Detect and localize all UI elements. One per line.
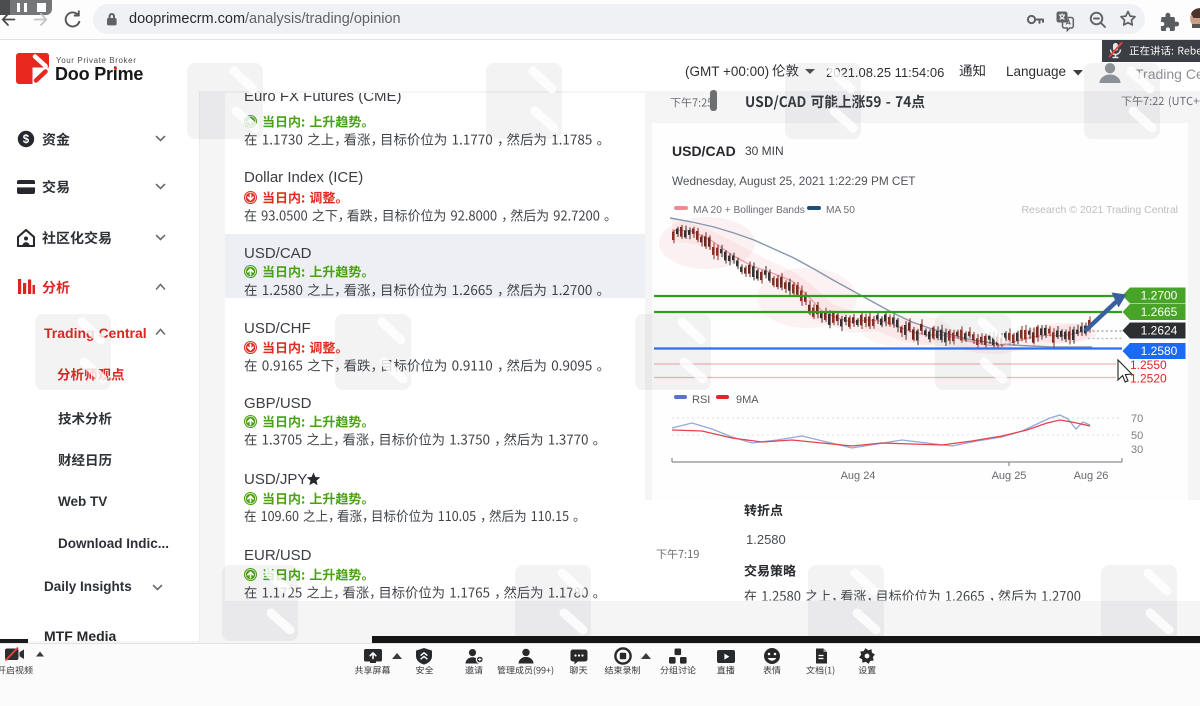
svg-text:1.2700: 1.2700 [1141, 289, 1178, 303]
svg-text:Research © 2021 Trading Centra: Research © 2021 Trading Central [1021, 204, 1178, 216]
svg-text:MA 20 + Bollinger Bands: MA 20 + Bollinger Bands [693, 205, 805, 216]
svg-text:30 MIN: 30 MIN [745, 144, 784, 158]
svg-text:9MA: 9MA [736, 394, 759, 406]
svg-text:Wednesday, August 25, 2021 1:2: Wednesday, August 25, 2021 1:22:29 PM CE… [672, 174, 916, 188]
svg-text:$: $ [23, 134, 30, 146]
svg-text:RSI: RSI [692, 394, 710, 406]
svg-text:Aug 26: Aug 26 [1074, 470, 1109, 482]
svg-text:1.2550: 1.2550 [1130, 358, 1167, 372]
svg-text:50: 50 [1131, 430, 1143, 442]
svg-text:Aug 24: Aug 24 [841, 470, 876, 482]
svg-text:1.2580: 1.2580 [1141, 344, 1178, 358]
svg-text:70: 70 [1131, 413, 1143, 425]
svg-text:1.2665: 1.2665 [1141, 305, 1178, 319]
svg-text:Aug 25: Aug 25 [992, 470, 1027, 482]
svg-text:USD/CAD: USD/CAD [672, 143, 736, 159]
svg-text:30: 30 [1131, 444, 1143, 456]
svg-text:1.2624: 1.2624 [1141, 324, 1178, 338]
svg-text:MA 50: MA 50 [826, 205, 855, 216]
svg-text:1.2520: 1.2520 [1130, 372, 1167, 386]
